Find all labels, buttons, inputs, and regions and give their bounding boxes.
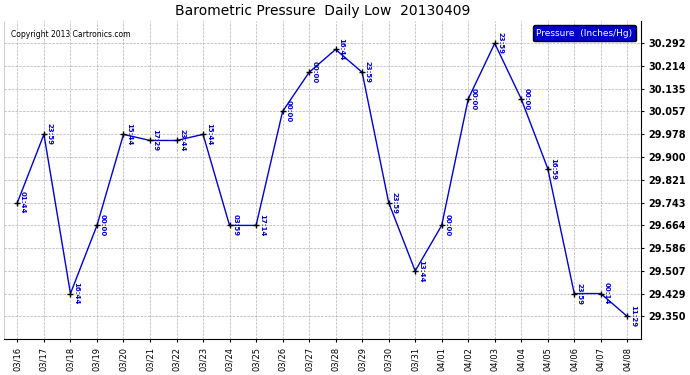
Text: 23:59: 23:59 [497, 32, 504, 54]
Text: 00:00: 00:00 [471, 88, 477, 110]
Text: 23:59: 23:59 [365, 62, 371, 83]
Text: 00:00: 00:00 [444, 214, 451, 237]
Text: 00:00: 00:00 [99, 214, 106, 237]
Text: 17:29: 17:29 [152, 129, 159, 152]
Text: 16:44: 16:44 [338, 38, 344, 61]
Text: 00:00: 00:00 [312, 61, 318, 84]
Text: 01:44: 01:44 [20, 191, 26, 214]
Text: 15:44: 15:44 [126, 123, 132, 146]
Text: 23:59: 23:59 [577, 282, 583, 304]
Text: Copyright 2013 Cartronics.com: Copyright 2013 Cartronics.com [10, 30, 130, 39]
Text: 00:00: 00:00 [524, 88, 530, 110]
Legend: Pressure  (Inches/Hg): Pressure (Inches/Hg) [533, 25, 636, 42]
Text: 15:44: 15:44 [206, 123, 212, 146]
Text: 23:44: 23:44 [179, 129, 185, 152]
Text: 03:59: 03:59 [233, 214, 238, 237]
Text: 23:59: 23:59 [391, 192, 397, 213]
Text: 00:00: 00:00 [285, 100, 291, 123]
Title: Barometric Pressure  Daily Low  20130409: Barometric Pressure Daily Low 20130409 [175, 4, 470, 18]
Text: 17:14: 17:14 [259, 214, 265, 237]
Text: 11:29: 11:29 [630, 305, 636, 327]
Text: 16:44: 16:44 [73, 282, 79, 305]
Text: 16:59: 16:59 [551, 158, 556, 180]
Text: 13:44: 13:44 [418, 260, 424, 282]
Text: 23:59: 23:59 [47, 123, 52, 146]
Text: 00:14: 00:14 [604, 282, 609, 305]
